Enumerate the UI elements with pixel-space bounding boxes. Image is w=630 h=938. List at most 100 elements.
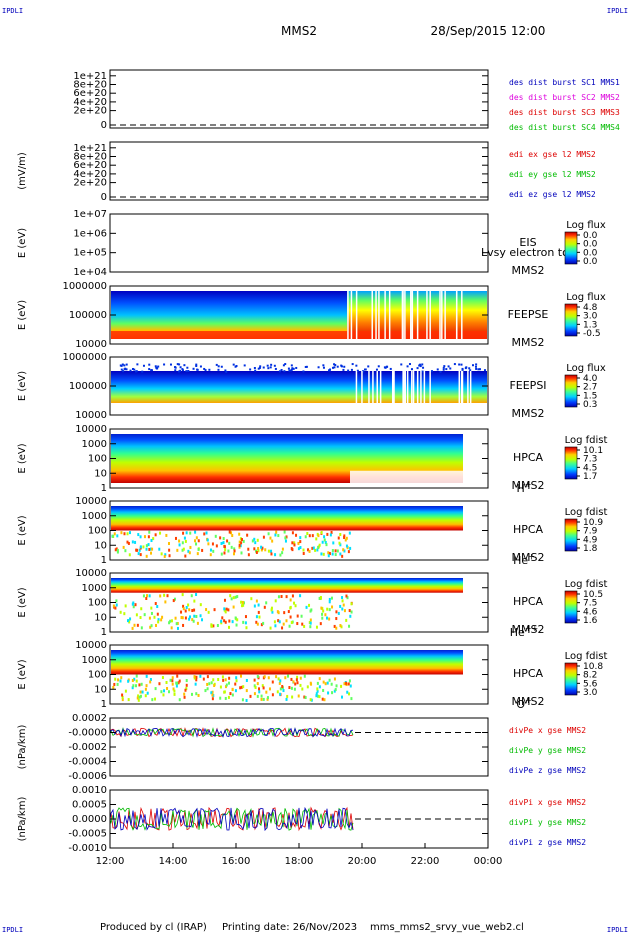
spectrogram-speck (326, 607, 329, 611)
spacecraft-label: MMS2 (512, 623, 545, 636)
spectrogram-speck (290, 621, 293, 625)
spectrogram-speck (225, 683, 228, 687)
spectrogram-speck (188, 608, 191, 612)
y-tick-label: 1e+06 (73, 228, 107, 239)
spectrogram-speck (317, 366, 320, 369)
spectrogram-speck (296, 614, 299, 618)
y-tick-label: 1e+04 (73, 267, 107, 278)
spectrogram-speck (140, 607, 143, 611)
spectrogram-speck (297, 547, 300, 551)
spectrogram-speck (309, 625, 312, 629)
spectrogram-speck (176, 363, 179, 366)
spectrogram-speck (156, 612, 159, 616)
spectrogram-speck (295, 366, 298, 369)
spectrogram-speck (355, 364, 358, 367)
spectrogram-speck (240, 600, 243, 604)
spectrogram-speck (213, 683, 216, 687)
spectrogram-speck (334, 688, 337, 692)
spectrogram-speck (271, 610, 274, 614)
spectrogram-speck (185, 687, 188, 691)
y-tick-label: 8e+20 (73, 80, 107, 91)
spectrogram-speck (275, 675, 278, 679)
data-gap (375, 291, 377, 339)
spectrogram-speck (228, 541, 231, 545)
spectrogram-speck (166, 594, 169, 598)
spectrogram-speck (316, 687, 319, 691)
spectrogram-speck (291, 541, 294, 545)
spectrogram-speck (320, 531, 323, 535)
spectrogram-speck (260, 623, 263, 627)
spectrogram-speck (257, 547, 260, 551)
spectrogram-speck (278, 370, 281, 373)
spectrogram-speck (341, 596, 344, 600)
spectrogram-speck (197, 693, 200, 697)
spectrogram-speck (138, 683, 141, 687)
spectrogram-speck (150, 547, 153, 551)
spectrogram-speck (231, 620, 234, 624)
spectrogram-speck (324, 682, 327, 686)
data-gap (416, 371, 419, 403)
spectrogram-speck (333, 677, 336, 681)
spectrogram-speck (151, 547, 154, 551)
spectrogram-speck (328, 600, 331, 604)
spectrogram-speck (145, 554, 148, 558)
spectrogram-speck (279, 679, 282, 683)
spectrogram-speck (469, 369, 472, 372)
spectrogram-speck (287, 610, 290, 614)
colorbar-tick-label: 4.0 (583, 374, 598, 384)
spectrogram-speck (224, 620, 227, 624)
spectrogram-speck (265, 690, 268, 694)
spectrogram-speck (328, 552, 331, 556)
spectrogram-speck (126, 540, 129, 544)
spectrogram-speck (155, 366, 158, 369)
spectrogram-speck (162, 693, 165, 697)
spectrogram-speck (334, 553, 337, 557)
spectrogram-speck (207, 610, 210, 614)
spectrogram-speck (184, 616, 187, 620)
spectrogram-speck (212, 678, 215, 682)
spectrogram-speck (419, 365, 422, 368)
species-name: O (516, 698, 525, 711)
spectrogram-speck (176, 548, 179, 552)
data-gap (455, 291, 458, 339)
y-tick-label: 0.0010 (72, 785, 107, 796)
colorbar-tick-label: 0.0 (583, 257, 598, 267)
panel-frame (109, 213, 489, 273)
y-tick-label: 10000 (75, 410, 107, 421)
spectrogram-speck (195, 614, 198, 618)
data-gap (372, 371, 374, 403)
data-gap (402, 371, 405, 403)
data-gap (392, 371, 395, 403)
spectrogram-speck (326, 681, 329, 685)
spectrogram-speck (212, 624, 215, 628)
spectrogram-speck (347, 550, 350, 554)
y-tick-label: 10000 (75, 640, 107, 651)
spectrogram-speck (315, 537, 318, 541)
spectrogram-speck (201, 618, 204, 622)
spacecraft-label: MMS2 (512, 551, 545, 564)
spectrogram-speck (291, 531, 294, 535)
spectrogram-speck (256, 694, 259, 698)
x-tick-label: 20:00 (348, 856, 377, 867)
spectrogram-speck (160, 690, 163, 694)
spectrogram-speck (290, 677, 293, 681)
instrument-label: HPCA (513, 595, 544, 608)
spectrogram-speck (291, 695, 294, 699)
spectrogram-speck (223, 598, 226, 602)
y-axis-label: E (eV) (17, 228, 28, 258)
spectrogram-speck (175, 622, 178, 626)
spectrogram-speck (326, 532, 329, 536)
spectrogram-speck (315, 625, 318, 629)
spectrogram-speck (266, 696, 269, 700)
spectrogram-speck (322, 366, 325, 369)
spectrogram-speck (289, 605, 292, 609)
data-gap (439, 291, 441, 339)
spectrogram-speck (180, 610, 183, 614)
spectrogram-speck (188, 615, 191, 619)
colorbar-tick-label: 7.9 (583, 527, 598, 537)
spectrogram-speck (348, 609, 351, 613)
spectrogram-speck (304, 696, 307, 700)
spectrogram-speck (345, 594, 348, 598)
spectrogram-speck (336, 549, 339, 553)
spectrogram-speck (213, 608, 216, 612)
